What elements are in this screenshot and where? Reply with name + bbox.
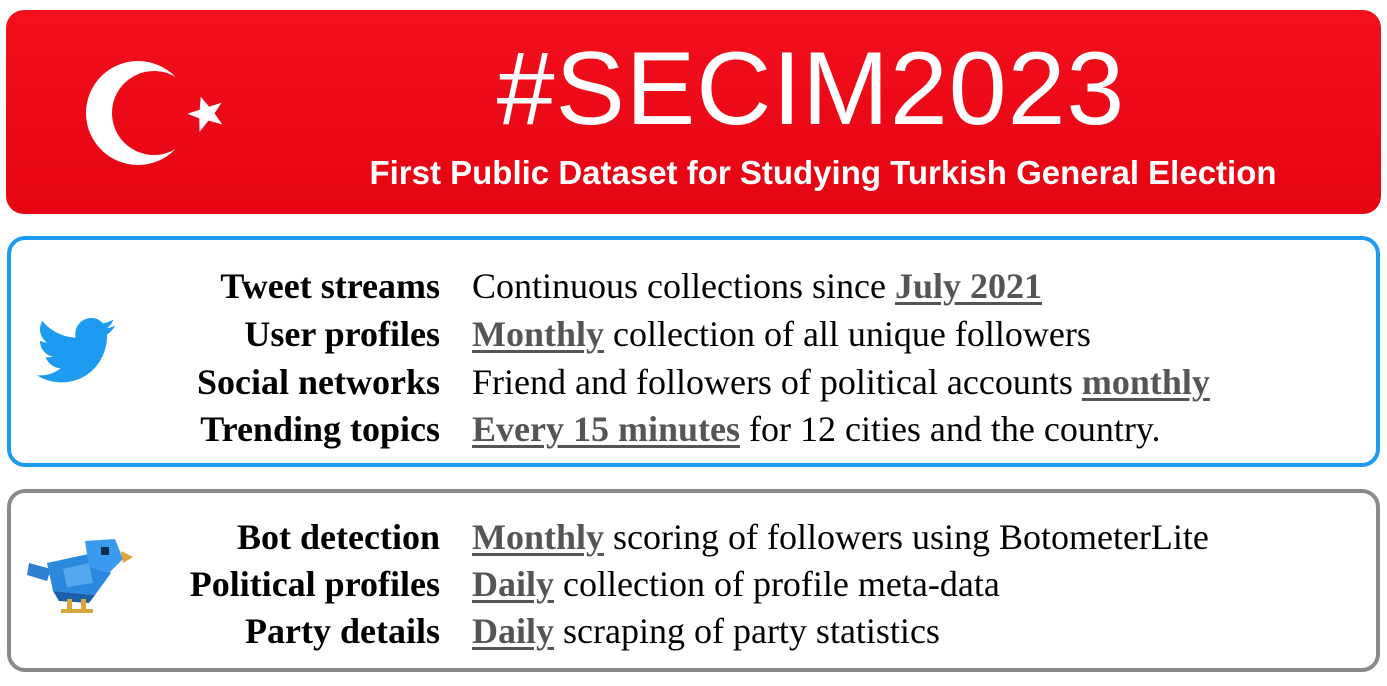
row-description: Monthly collection of all unique followe… — [472, 314, 1091, 354]
row-label: Tweet streams — [220, 266, 440, 306]
banner-subtitle: First Public Dataset for Studying Turkis… — [369, 154, 1277, 191]
highlight-text: Monthly — [472, 517, 605, 557]
turkish-flag-crescent-star-icon — [86, 61, 223, 165]
row-party-details: Party details Daily scraping of party st… — [11, 607, 1376, 655]
row-political-profiles: Political profiles Daily collection of p… — [11, 560, 1376, 608]
twitter-data-panel: Tweet streams Continuous collections sin… — [7, 236, 1380, 467]
title-banner: #SECIM2023 First Public Dataset for Stud… — [6, 10, 1381, 214]
row-label: Party details — [245, 611, 440, 651]
banner-title: #SECIM2023 — [496, 31, 1126, 147]
row-social-networks: Social networks Friend and followers of … — [11, 358, 1376, 406]
row-label: User profiles — [244, 314, 440, 354]
highlight-text: July 2021 — [894, 266, 1042, 306]
bot-data-panel: Bot detection Monthly scoring of followe… — [7, 489, 1380, 672]
row-description: Friend and followers of political accoun… — [472, 362, 1210, 402]
row-label: Trending topics — [200, 409, 440, 449]
row-description: Monthly scoring of followers using Botom… — [472, 517, 1209, 557]
highlight-text: Daily — [472, 611, 555, 651]
row-description: Continuous collections since July 2021 — [472, 266, 1042, 306]
highlight-text: Daily — [472, 564, 555, 604]
row-description: Every 15 minutes for 12 cities and the c… — [472, 409, 1161, 449]
highlight-text: monthly — [1081, 362, 1210, 402]
robot-bird-icon — [27, 539, 133, 613]
highlight-text: Every 15 minutes — [472, 409, 740, 449]
row-label: Social networks — [197, 362, 440, 402]
row-label: Bot detection — [237, 517, 440, 557]
row-description: Daily scraping of party statistics — [472, 611, 940, 651]
row-user-profiles: User profiles Monthly collection of all … — [11, 310, 1376, 358]
highlight-text: Monthly — [472, 314, 605, 354]
twitter-bird-icon — [37, 318, 116, 383]
row-tweet-streams: Tweet streams Continuous collections sin… — [11, 262, 1376, 310]
row-description: Daily collection of profile meta-data — [472, 564, 1000, 604]
row-trending-topics: Trending topics Every 15 minutes for 12 … — [11, 405, 1376, 453]
row-label: Political profiles — [189, 564, 440, 604]
row-bot-detection: Bot detection Monthly scoring of followe… — [11, 513, 1376, 561]
